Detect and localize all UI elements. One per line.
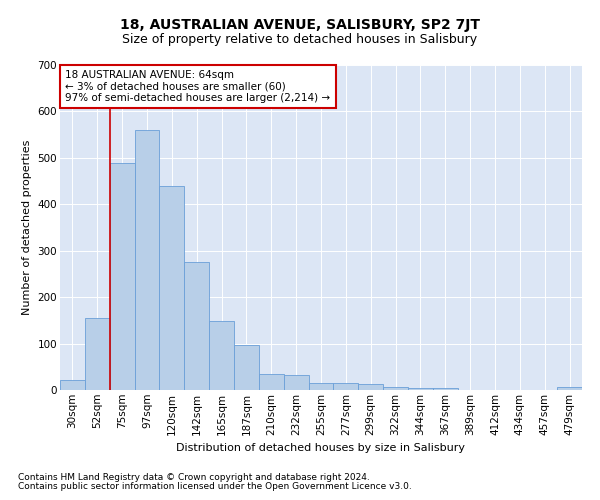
Text: 18, AUSTRALIAN AVENUE, SALISBURY, SP2 7JT: 18, AUSTRALIAN AVENUE, SALISBURY, SP2 7J…	[120, 18, 480, 32]
Bar	[134, 130, 160, 390]
Bar	[60, 380, 85, 390]
Bar	[334, 383, 358, 390]
Bar	[160, 186, 184, 390]
Y-axis label: Number of detached properties: Number of detached properties	[22, 140, 32, 315]
X-axis label: Distribution of detached houses by size in Salisbury: Distribution of detached houses by size …	[176, 443, 466, 453]
Bar	[433, 388, 458, 390]
Bar	[408, 388, 433, 390]
Text: Size of property relative to detached houses in Salisbury: Size of property relative to detached ho…	[122, 32, 478, 46]
Bar	[209, 322, 234, 390]
Bar	[259, 374, 284, 390]
Bar	[284, 374, 308, 390]
Text: 18 AUSTRALIAN AVENUE: 64sqm
← 3% of detached houses are smaller (60)
97% of semi: 18 AUSTRALIAN AVENUE: 64sqm ← 3% of deta…	[65, 70, 331, 103]
Bar	[184, 262, 209, 390]
Bar	[308, 383, 334, 390]
Bar	[383, 387, 408, 390]
Text: Contains HM Land Registry data © Crown copyright and database right 2024.: Contains HM Land Registry data © Crown c…	[18, 473, 370, 482]
Bar	[358, 384, 383, 390]
Bar	[85, 318, 110, 390]
Bar	[110, 162, 134, 390]
Bar	[557, 387, 582, 390]
Text: Contains public sector information licensed under the Open Government Licence v3: Contains public sector information licen…	[18, 482, 412, 491]
Bar	[234, 344, 259, 390]
